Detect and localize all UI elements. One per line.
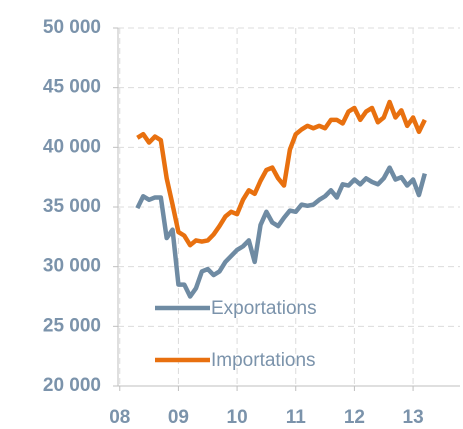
- y-tick-label: 50 000: [43, 17, 101, 38]
- x-tick-label: 12: [344, 407, 365, 428]
- legend-label: Exportations: [211, 298, 317, 319]
- y-tick-label: 40 000: [43, 136, 101, 157]
- x-tick-label: 09: [168, 407, 189, 428]
- series-line: [136, 99, 427, 248]
- y-tick-label: 35 000: [43, 196, 101, 217]
- y-tick-label: 45 000: [43, 77, 101, 98]
- x-tick-label: 10: [227, 407, 248, 428]
- y-tick-label: 25 000: [43, 315, 101, 336]
- x-tick-label: 13: [403, 407, 424, 428]
- x-tick-label: 08: [109, 407, 130, 428]
- y-tick-label: 20 000: [43, 375, 101, 396]
- series-line: [135, 165, 427, 299]
- y-tick-label: 30 000: [43, 256, 101, 277]
- legend-label: Importations: [211, 350, 316, 371]
- x-tick-label: 11: [286, 407, 307, 428]
